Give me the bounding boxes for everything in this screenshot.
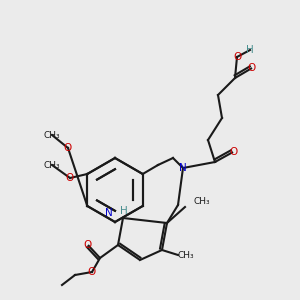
Text: O: O [233, 52, 241, 62]
Text: N: N [179, 163, 187, 173]
Text: O: O [84, 240, 92, 250]
Text: H: H [120, 206, 128, 216]
Text: O: O [88, 267, 96, 277]
Text: O: O [229, 147, 237, 157]
Text: CH₃: CH₃ [178, 250, 195, 260]
Text: CH₃: CH₃ [193, 197, 210, 206]
Text: O: O [64, 143, 72, 153]
Text: O: O [66, 173, 74, 183]
Text: O: O [248, 63, 256, 73]
Text: CH₃: CH₃ [44, 160, 60, 169]
Text: CH₃: CH₃ [44, 130, 60, 140]
Text: H: H [246, 45, 254, 55]
Text: N: N [105, 208, 113, 218]
